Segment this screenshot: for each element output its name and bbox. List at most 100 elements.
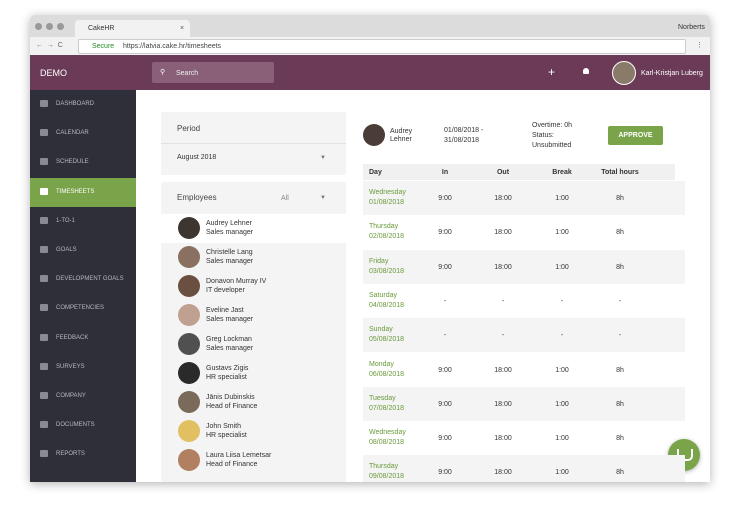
tab-title: CakeHR [88, 25, 115, 32]
cell: 18:00 [494, 469, 512, 477]
employee-avatar [363, 124, 385, 146]
menu-item[interactable]: REPORTS [56, 451, 85, 458]
employee-name[interactable]: Christelle Lang [206, 249, 253, 256]
add-button[interactable]: + [548, 65, 556, 79]
day-date: 03/08/2018 [369, 267, 405, 275]
menu-icon [40, 362, 48, 370]
menu-icon [40, 246, 48, 253]
cell: 9:00 [438, 400, 452, 408]
employee-role: Sales manager [206, 345, 254, 352]
status: Unsubmitted [532, 142, 572, 149]
period-value[interactable]: August 2018 [177, 154, 217, 161]
cell: 9:00 [438, 229, 452, 237]
window-button[interactable] [35, 23, 42, 30]
window-button[interactable] [46, 23, 53, 30]
menu-item[interactable]: SURVEYS [56, 363, 85, 370]
menu-item[interactable]: DEVELOPMENT GOALS [56, 276, 124, 283]
menu-item[interactable]: COMPETENCIES [56, 305, 105, 312]
row-shade [363, 181, 685, 215]
column-header: Break [552, 169, 572, 176]
row-shade [363, 455, 685, 482]
menu-icon [40, 100, 48, 107]
day-date: 08/08/2018 [369, 439, 405, 447]
cell: 18:00 [494, 195, 512, 202]
url-field[interactable] [78, 39, 686, 54]
menu-item[interactable]: CALENDAR [56, 130, 89, 137]
overtime: Overtime: 0h [532, 122, 573, 129]
day-date: 05/08/2018 [369, 336, 405, 344]
cell: 8h [616, 435, 624, 443]
tab-close[interactable]: × [180, 25, 185, 32]
status-label: Status: [532, 132, 554, 139]
employee-role: IT developer [206, 287, 245, 294]
cell: 9:00 [438, 263, 452, 271]
period-from: 01/08/2018 - [444, 127, 484, 134]
approve-button[interactable] [608, 126, 663, 145]
notifications[interactable] [583, 68, 589, 74]
cell: 8h [616, 229, 624, 237]
menu-item[interactable]: 1-TO-1 [56, 217, 75, 224]
employee-name[interactable]: Gustavs Zigis [206, 365, 249, 372]
employee-role: Sales manager [206, 258, 254, 265]
menu[interactable]: ⋮ [696, 42, 703, 49]
cell: 8h [616, 263, 624, 271]
cell: 9:00 [438, 195, 452, 202]
employee-role: HR specialist [206, 432, 247, 439]
cell: 8h [616, 400, 624, 408]
menu-icon [40, 275, 48, 283]
approve-label: APPROVE [618, 132, 653, 139]
cell: 1:00 [555, 229, 569, 237]
day-name: Sunday [369, 326, 393, 334]
tab-bar [30, 15, 710, 37]
day-date: 07/08/2018 [369, 404, 405, 412]
day-date: 06/08/2018 [369, 370, 405, 378]
menu-item[interactable]: GOALS [56, 247, 77, 253]
day-name: Wednesday [369, 189, 406, 196]
tab[interactable] [75, 20, 190, 37]
day-name: Tuesday [369, 394, 396, 402]
employee-name[interactable]: Eveline Jast [206, 307, 244, 314]
window-button[interactable] [57, 23, 64, 30]
menu-icon [40, 158, 48, 166]
menu-item[interactable]: SCHEDULE [56, 159, 89, 166]
menu-item[interactable]: DOCUMENTS [56, 422, 95, 429]
employee-name[interactable]: Laura Liisa Lemetsar [206, 452, 272, 459]
menu-icon [40, 333, 48, 341]
table-header [363, 164, 675, 180]
menu-item[interactable]: TIMESHEETS [56, 188, 95, 195]
search-box[interactable] [152, 62, 274, 83]
caret: ▼ [320, 195, 326, 201]
employee-name[interactable]: Jānis Dubinskis [206, 394, 255, 401]
employee-name[interactable]: Audrey Lehner [206, 220, 252, 227]
user-avatar[interactable] [612, 61, 636, 85]
employee-name[interactable]: John Smith [206, 423, 242, 430]
avatar [178, 275, 200, 297]
employee-name[interactable]: Greg Lockman [206, 336, 252, 343]
menu-icon [40, 304, 48, 312]
cell: - [560, 297, 564, 305]
day-name: Friday [369, 257, 389, 265]
menu-item[interactable]: FEEDBACK [56, 334, 89, 341]
cell: 18:00 [494, 435, 512, 443]
day-name: Thursday [369, 463, 399, 471]
column-header: Total hours [601, 169, 639, 176]
cell: - [618, 332, 622, 340]
nav-buttons[interactable]: ← → C [36, 42, 63, 49]
employee-name[interactable]: Donavon Murray IV [206, 278, 267, 285]
day-date: 04/08/2018 [369, 301, 405, 309]
browser-window: CakeHR × Norberts ← → C Secure https://l… [30, 15, 710, 482]
cell: - [618, 297, 622, 305]
menu-item[interactable]: COMPANY [56, 393, 86, 399]
menu-item[interactable]: DASHBOARD [56, 101, 95, 107]
cell: 1:00 [555, 469, 569, 477]
cell: 1:00 [555, 263, 569, 271]
caret: ▼ [320, 155, 326, 161]
row-shade [363, 386, 685, 421]
cell: 8h [616, 366, 624, 374]
avatar [178, 217, 200, 239]
cell: 8h [616, 195, 624, 202]
cell: - [443, 332, 447, 340]
avatar [178, 449, 200, 471]
cell: - [501, 332, 505, 340]
filter[interactable]: All [281, 195, 289, 202]
